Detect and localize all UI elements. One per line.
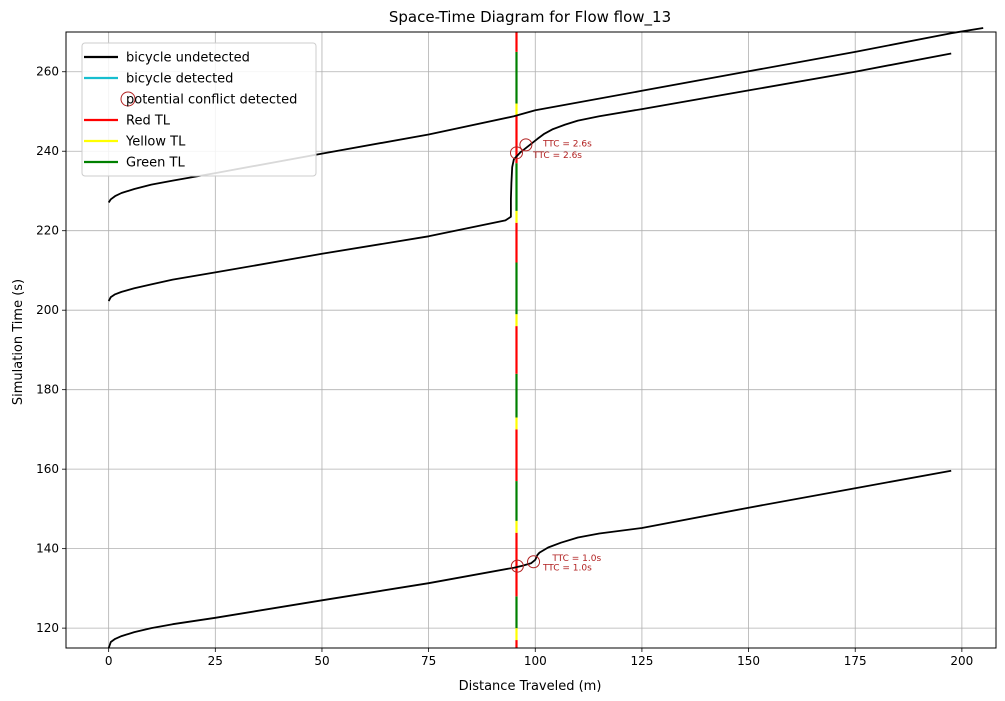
bicycle-trajectory-line (107, 469, 952, 649)
ttc-label: TTC = 2.6s (532, 151, 582, 161)
plot-frame (65, 31, 997, 649)
legend-label: potential conflict detected (126, 93, 297, 108)
y-tick-label: 240 (36, 144, 59, 158)
conflict-marker (509, 146, 523, 160)
axis-ticks: 0 25 50 75 100 125 150 175 200 120 140 160 180 200 220… (36, 65, 973, 668)
x-tick-label: 175 (844, 654, 867, 668)
x-tick-label: 100 (524, 654, 547, 668)
y-tick-label: 260 (36, 65, 59, 79)
ttc-label: TTC = 1.0s (551, 554, 601, 564)
legend-label: Yellow TL (125, 135, 186, 150)
y-tick-label: 200 (36, 303, 59, 317)
bicycle-trajectory-line (107, 52, 952, 302)
bicycle-trajectory-line (107, 27, 984, 203)
y-tick-label: 220 (36, 224, 59, 238)
grid-lines (66, 32, 996, 648)
x-tick-label: 75 (421, 654, 436, 668)
conflict-marker (510, 559, 524, 573)
chart-title: Space-Time Diagram for Flow flow_13 (389, 8, 671, 27)
y-tick-label: 160 (36, 462, 59, 476)
x-tick-label: 25 (208, 654, 223, 668)
x-tick-label: 125 (630, 654, 653, 668)
x-axis-title: Distance Traveled (m) (459, 679, 602, 694)
ttc-label: TTC = 2.6s (542, 139, 592, 149)
x-tick-label: 200 (950, 654, 973, 668)
legend-label: Green TL (126, 156, 185, 171)
y-axis-title: Simulation Time (s) (11, 279, 26, 405)
x-tick-label: 50 (314, 654, 329, 668)
legend-label: bicycle undetected (126, 51, 250, 66)
legend-conflict-symbol (120, 91, 136, 107)
x-tick-label: 0 (105, 654, 113, 668)
y-tick-label: 140 (36, 542, 59, 556)
conflict-marker (519, 138, 533, 152)
trajectory-lines (107, 27, 984, 649)
legend-box (81, 42, 317, 177)
legend-label: Red TL (126, 114, 171, 129)
legend: bicycle undetected bicycle detected potent… (81, 42, 317, 177)
conflict-marker (527, 555, 541, 569)
x-tick-label: 150 (737, 654, 760, 668)
legend-label: bicycle detected (126, 72, 233, 87)
y-tick-label: 180 (36, 383, 59, 397)
ttc-label: TTC = 1.0s (542, 564, 592, 574)
y-tick-label: 120 (36, 621, 59, 635)
